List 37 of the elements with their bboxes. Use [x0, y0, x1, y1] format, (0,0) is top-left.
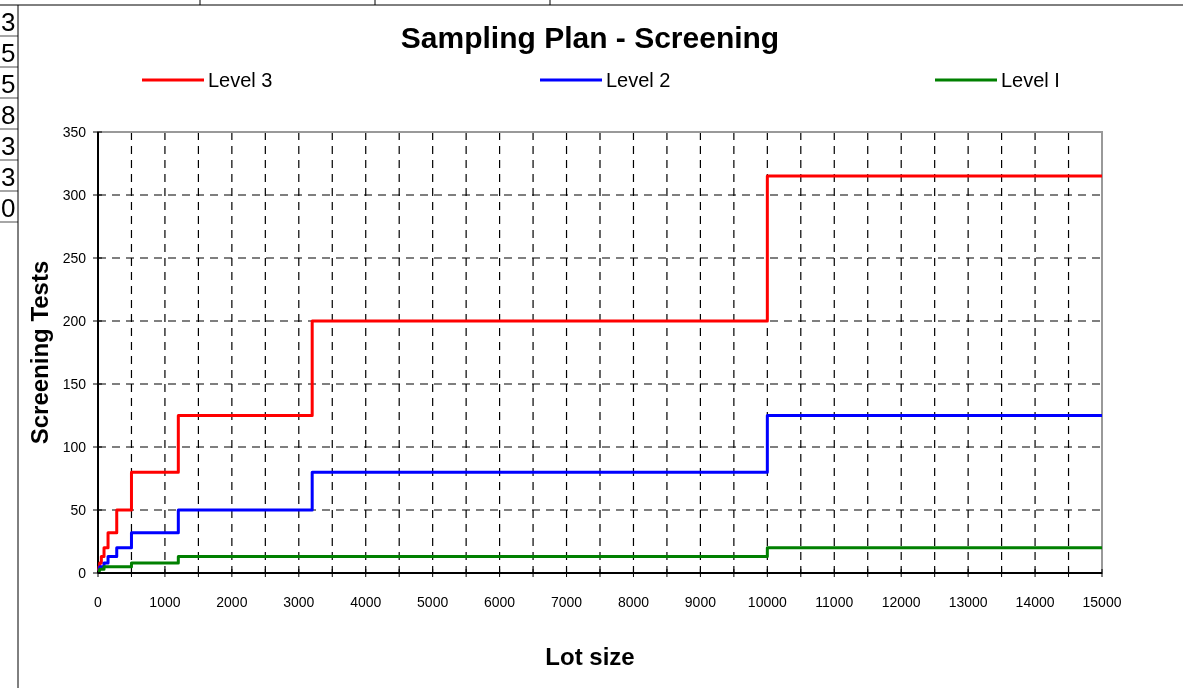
- text: 5: [1, 69, 16, 99]
- x-tick-label: 10000: [747, 594, 788, 610]
- y-tick-label: 50: [70, 502, 87, 518]
- text: 3: [1, 162, 16, 192]
- text: 0: [1, 193, 16, 223]
- x-tick-label: 7000: [550, 594, 583, 610]
- y-tick-label: 200: [62, 313, 87, 329]
- x-tick-label: 9000: [684, 594, 717, 610]
- y-tick-label: 100: [62, 439, 87, 455]
- y-tick-label: 150: [62, 376, 87, 392]
- chart-title: Sampling Plan - Screening: [400, 21, 780, 54]
- x-tick-label: 3000: [283, 594, 315, 610]
- y-tick-label: 0: [78, 565, 87, 581]
- y-tick-label: 300: [62, 187, 87, 203]
- x-tick-label: 4000: [350, 594, 382, 610]
- text: 5: [1, 38, 16, 68]
- x-tick-label: 13000: [948, 594, 988, 610]
- x-tick-label: 14000: [1015, 594, 1055, 610]
- legend-label: Level 3: [208, 69, 273, 91]
- y-tick-label: 250: [62, 250, 87, 266]
- text: 8: [1, 100, 16, 130]
- y-tick-label: 350: [62, 124, 87, 140]
- legend-label: Level I: [1001, 69, 1060, 91]
- x-tick-label: 15000: [1082, 594, 1122, 610]
- x-tick-label: 1000: [149, 594, 181, 610]
- x-tick-label: 2000: [216, 594, 248, 610]
- y-axis-title: Screening Tests: [26, 260, 53, 445]
- legend-label: Level 2: [606, 69, 671, 91]
- x-axis-title: Lot size: [545, 643, 635, 670]
- x-tick-label: 5000: [417, 594, 449, 610]
- text: 3: [1, 131, 16, 161]
- text: 3: [1, 7, 16, 37]
- x-tick-label: 0: [94, 594, 103, 610]
- x-tick-label: 11000: [815, 594, 854, 610]
- x-tick-label: 12000: [881, 594, 921, 610]
- x-tick-label: 6000: [484, 594, 516, 610]
- x-tick-label: 8000: [617, 594, 650, 610]
